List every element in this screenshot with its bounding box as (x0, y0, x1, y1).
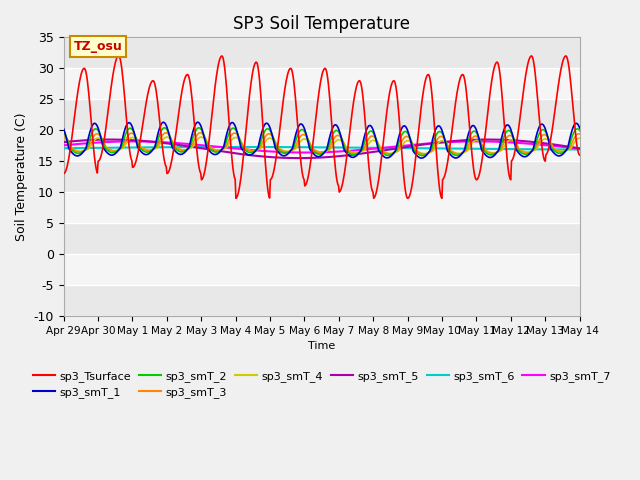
Bar (63, 192, 580, 223)
Bar (63, 285, 580, 316)
Legend: sp3_Tsurface, sp3_smT_1, sp3_smT_2, sp3_smT_3, sp3_smT_4, sp3_smT_5, sp3_smT_6, : sp3_Tsurface, sp3_smT_1, sp3_smT_2, sp3_… (28, 366, 615, 402)
Bar (63, 223, 580, 254)
Text: TZ_osu: TZ_osu (74, 40, 123, 53)
Bar (63, 161, 580, 192)
Y-axis label: Soil Temperature (C): Soil Temperature (C) (15, 112, 28, 241)
Title: SP3 Soil Temperature: SP3 Soil Temperature (233, 15, 410, 33)
Bar (63, 254, 580, 285)
Bar (63, 99, 580, 130)
Bar (63, 37, 580, 68)
Bar (63, 130, 580, 161)
X-axis label: Time: Time (308, 341, 335, 351)
Bar (63, 68, 580, 99)
